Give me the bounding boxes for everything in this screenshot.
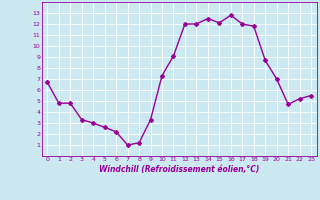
X-axis label: Windchill (Refroidissement éolien,°C): Windchill (Refroidissement éolien,°C) xyxy=(99,165,260,174)
